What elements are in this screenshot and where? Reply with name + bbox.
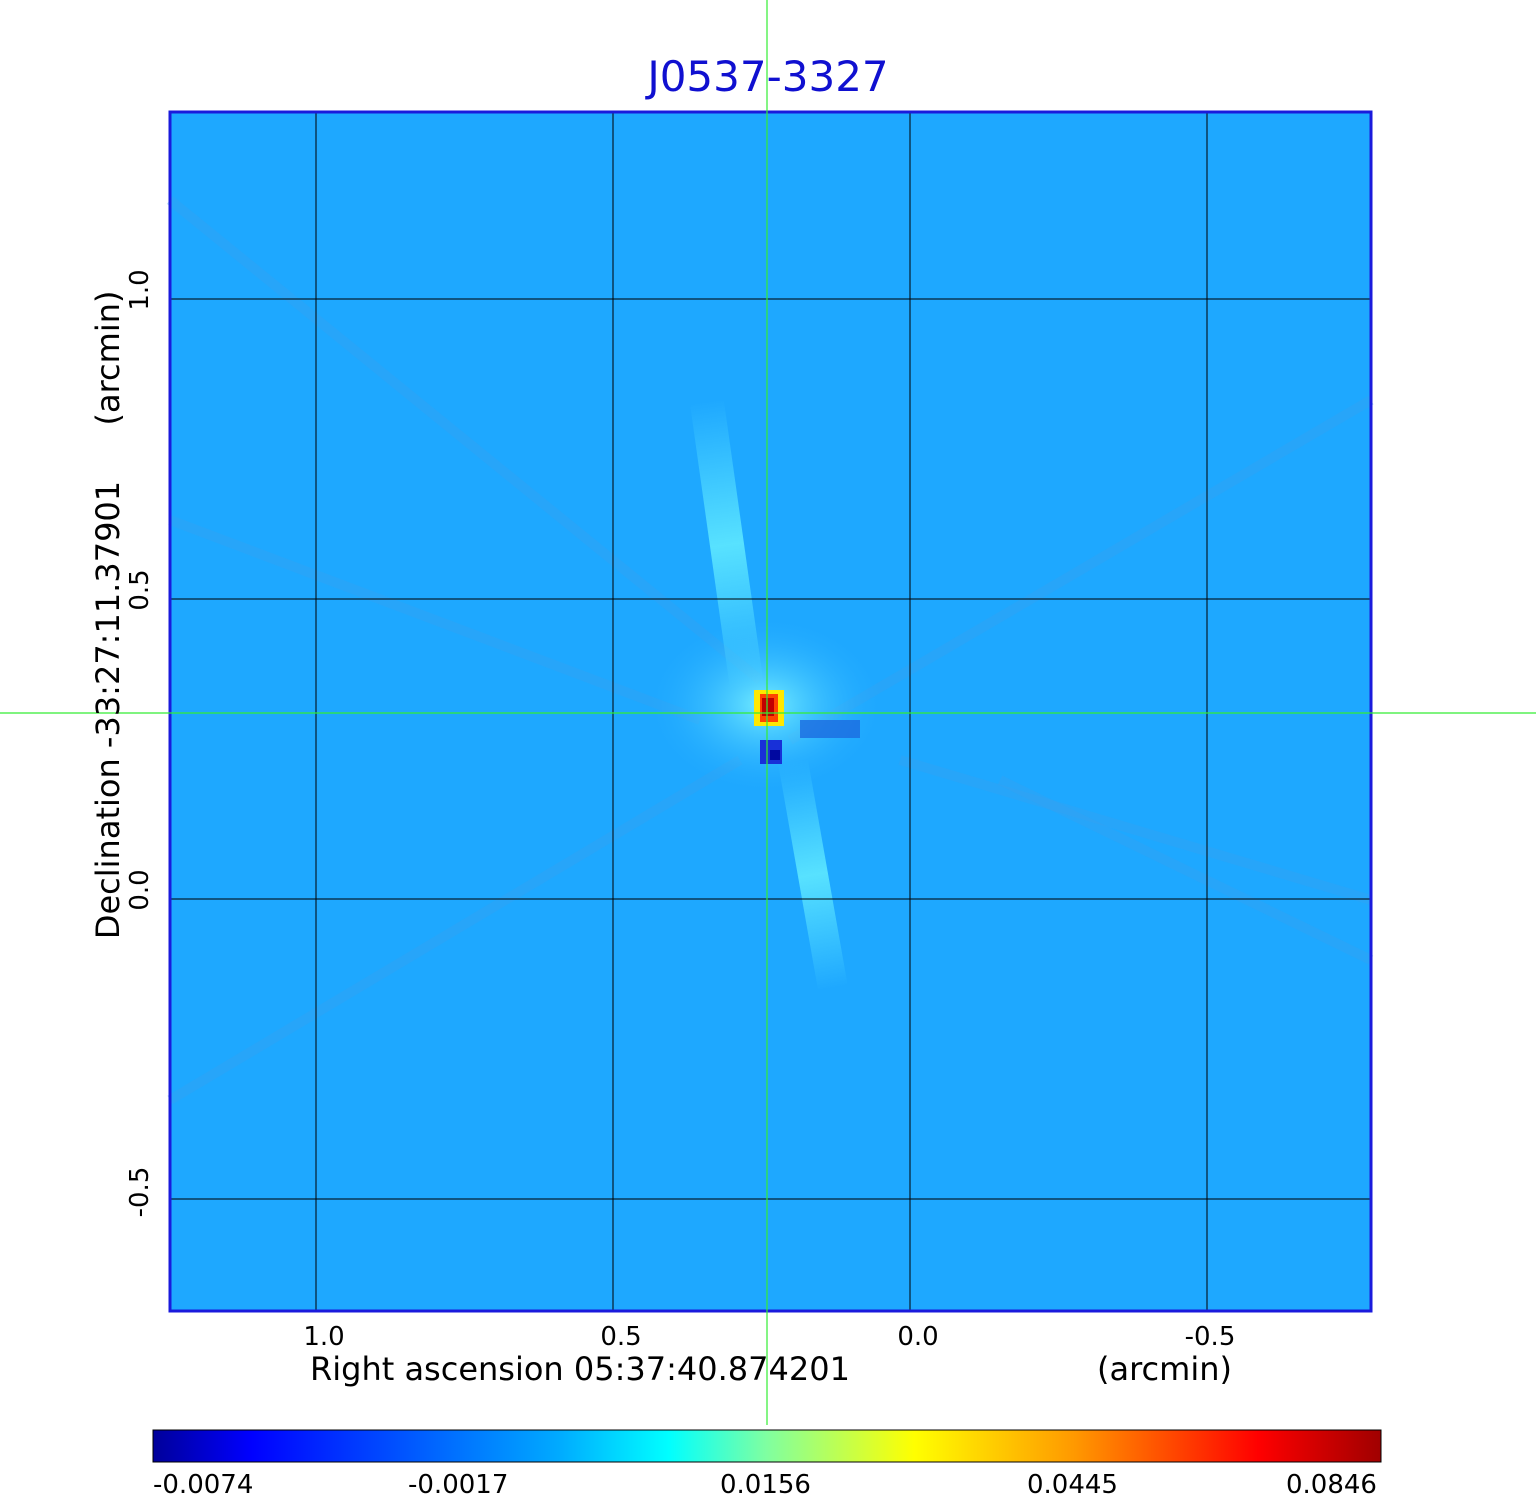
- colorbar-tick-label: 0.0156: [720, 1470, 811, 1500]
- coordinate-grid: [170, 112, 1371, 1311]
- x-tick-label: -0.5: [1184, 1322, 1236, 1352]
- colorbar: [152, 1429, 1382, 1463]
- y-tick-label: 0.0: [125, 869, 155, 911]
- x-axis-label: Right ascension 05:37:40.874201: [310, 1350, 850, 1388]
- colorbar-tick-label: -0.0017: [408, 1470, 509, 1500]
- y-axis-label: Declination -33:27:11.37901: [89, 480, 127, 940]
- colorbar-tick-label: 0.0846: [1286, 1470, 1377, 1500]
- sidelobe-pattern: [166, 196, 1374, 1105]
- crosshair: [0, 0, 1536, 1425]
- image-frame: [168, 110, 1373, 1313]
- colorbar-tick-label: -0.0074: [153, 1470, 254, 1500]
- x-tick-label: 0.0: [897, 1322, 939, 1352]
- colorbar-tick-label: 0.0445: [1027, 1470, 1118, 1500]
- image-title: J0537-3327: [647, 52, 889, 101]
- y-tick-label: 1.0: [125, 269, 155, 311]
- y-tick-label: -0.5: [125, 1166, 155, 1218]
- x-tick-label: 0.5: [600, 1322, 642, 1352]
- y-axis-unit: (arcmin): [89, 290, 127, 426]
- x-axis-unit: (arcmin): [1097, 1350, 1232, 1388]
- x-tick-label: 1.0: [303, 1322, 345, 1352]
- source-emission: [646, 399, 886, 991]
- y-tick-label: 0.5: [125, 569, 155, 611]
